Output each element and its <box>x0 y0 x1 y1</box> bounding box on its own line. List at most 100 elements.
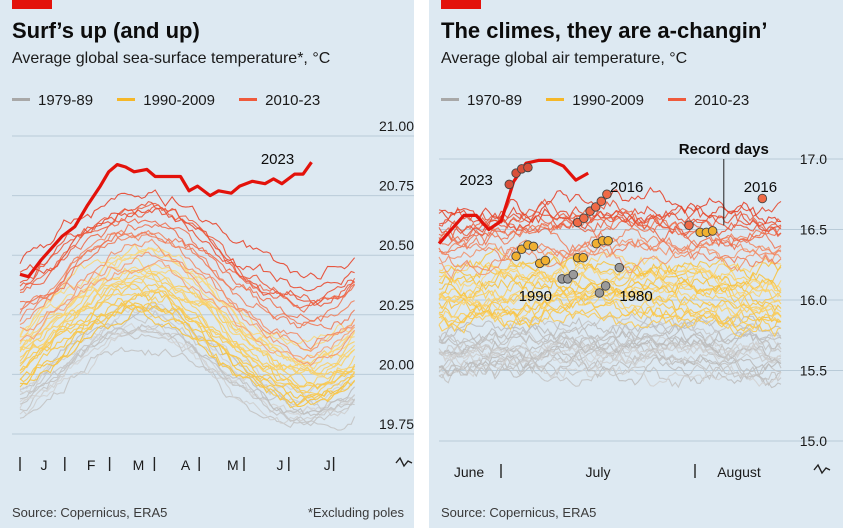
legend-swatch-grey <box>441 98 459 102</box>
record-day-marker <box>579 213 589 223</box>
series-line-1990 <box>19 306 355 407</box>
y-tick-label: 21.00 <box>379 118 414 134</box>
series-line-1970 <box>438 355 782 387</box>
series-line-1994 <box>19 303 356 409</box>
series-line-1991 <box>19 302 356 405</box>
legend-swatch-yellow <box>546 98 565 102</box>
series-line-2009 <box>438 247 782 280</box>
chart-subtitle: Average global sea-surface temperature*,… <box>12 50 331 67</box>
series-line-2007 <box>438 256 782 289</box>
record-day-marker <box>684 220 694 231</box>
x-tick-label: F <box>87 457 96 473</box>
legend-swatch-red <box>239 98 258 102</box>
chart-title: The climes, they are a-changin’ <box>441 18 768 43</box>
record-day-marker <box>504 179 515 190</box>
x-tick-label: J <box>324 457 331 473</box>
chart-subtitle: Average global air temperature, °C <box>441 50 688 67</box>
legend-label: 2010-23 <box>265 92 321 109</box>
annotation-label: 2023 <box>460 172 493 189</box>
annotation-label: 1990 <box>519 288 552 305</box>
series-line-2021 <box>19 207 355 292</box>
series-line-1997 <box>438 287 782 320</box>
y-tick-label: 20.75 <box>379 178 414 194</box>
legend-item-1990-2009: 1990-2009 <box>117 92 215 109</box>
legend-label: 1970-89 <box>467 92 523 109</box>
x-tick-label: August <box>717 464 761 480</box>
series-line-1997 <box>19 283 355 388</box>
y-tick-label: 19.75 <box>379 416 414 432</box>
series-line-2022 <box>19 189 356 280</box>
record-day-marker <box>602 189 612 199</box>
series-line-2016 <box>19 222 356 323</box>
legend-label: 1990-2009 <box>572 92 644 109</box>
record-day-marker <box>568 269 579 280</box>
x-tick-label: A <box>181 457 191 473</box>
series-line-2002 <box>438 270 782 312</box>
sea-surface-plot: 21.00 20.75 20.50 20.25 20.00 19.75 2023 J F M A M J… <box>12 118 414 473</box>
series-line-1988 <box>19 306 355 404</box>
series-line-2017 <box>438 207 782 249</box>
series-line-2016 <box>438 213 782 251</box>
series-line-2015 <box>438 215 782 250</box>
series-line-1985 <box>438 318 782 364</box>
annotation-label: 2016 <box>744 179 777 196</box>
series-line-1984 <box>438 329 782 367</box>
series-line-2013 <box>19 229 355 350</box>
annotation-label: Record days <box>679 141 769 158</box>
y-tick-label: 20.00 <box>379 356 414 372</box>
x-tick-label: J <box>277 457 284 473</box>
series-line-2004 <box>19 276 355 378</box>
series-line-1981 <box>19 322 355 417</box>
y-tick-label: 15.0 <box>800 433 827 449</box>
record-day-marker <box>578 252 589 263</box>
chart-legend: 1979-89 1990-2009 2010-23 <box>12 92 340 109</box>
series-line-1986 <box>438 322 782 354</box>
y-tick-label: 16.5 <box>800 222 827 238</box>
record-day-marker <box>600 281 611 291</box>
x-tick-label: M <box>227 457 239 473</box>
record-day-marker <box>596 196 607 207</box>
y-tick-label: 20.25 <box>379 297 414 313</box>
series-line-1991 <box>438 296 781 331</box>
series-line-2018 <box>438 210 782 242</box>
record-day-marker <box>707 226 718 236</box>
series-line-2015 <box>19 231 355 330</box>
legend-item-2010-23: 2010-23 <box>668 92 749 109</box>
annotation-label: 1980 <box>619 288 652 305</box>
y-tick-label: 15.5 <box>800 363 827 379</box>
chart-title: Surf’s up (and up) <box>12 18 200 43</box>
y-tick-label: 17.0 <box>800 151 827 167</box>
series-line-2006 <box>19 257 356 362</box>
legend-item-2010-23: 2010-23 <box>239 92 320 109</box>
series-line-1999 <box>438 278 782 318</box>
y-tick-label: 20.50 <box>379 237 414 253</box>
record-day-marker <box>603 236 613 246</box>
series-line-2014 <box>19 229 355 327</box>
series-line-1974 <box>438 352 782 387</box>
series-line-1995 <box>438 285 782 321</box>
sea-surface-chart-panel: Surf’s up (and up) Average global sea-su… <box>0 0 414 528</box>
red-tab-marker <box>12 0 52 9</box>
record-day-marker <box>590 202 601 212</box>
legend-swatch-red <box>668 98 687 102</box>
air-temperature-chart-panel: The climes, they are a-changin’ Average … <box>429 0 843 528</box>
series-line-2006 <box>438 261 782 293</box>
chart-legend: 1970-89 1990-2009 2010-23 <box>441 92 769 109</box>
x-tick-label: J <box>41 457 48 473</box>
record-day-marker <box>540 255 551 266</box>
series-line-2020 <box>19 200 355 305</box>
legend-label: 2010-23 <box>694 92 750 109</box>
axis-break-icon <box>395 456 413 468</box>
series-line-1972 <box>438 348 782 389</box>
series-line-1978 <box>438 341 782 368</box>
legend-swatch-yellow <box>117 98 136 102</box>
axis-break-icon <box>813 463 831 475</box>
annotation-label: 2016 <box>610 179 643 196</box>
series-line-2011 <box>19 251 355 367</box>
record-day-marker <box>511 251 521 262</box>
series-line-2018 <box>19 202 356 309</box>
series-line-2011 <box>438 238 782 272</box>
record-day-marker <box>614 262 625 273</box>
footnote-excluding-poles: *Excluding poles <box>307 505 404 520</box>
series-line-2023 <box>19 161 313 279</box>
